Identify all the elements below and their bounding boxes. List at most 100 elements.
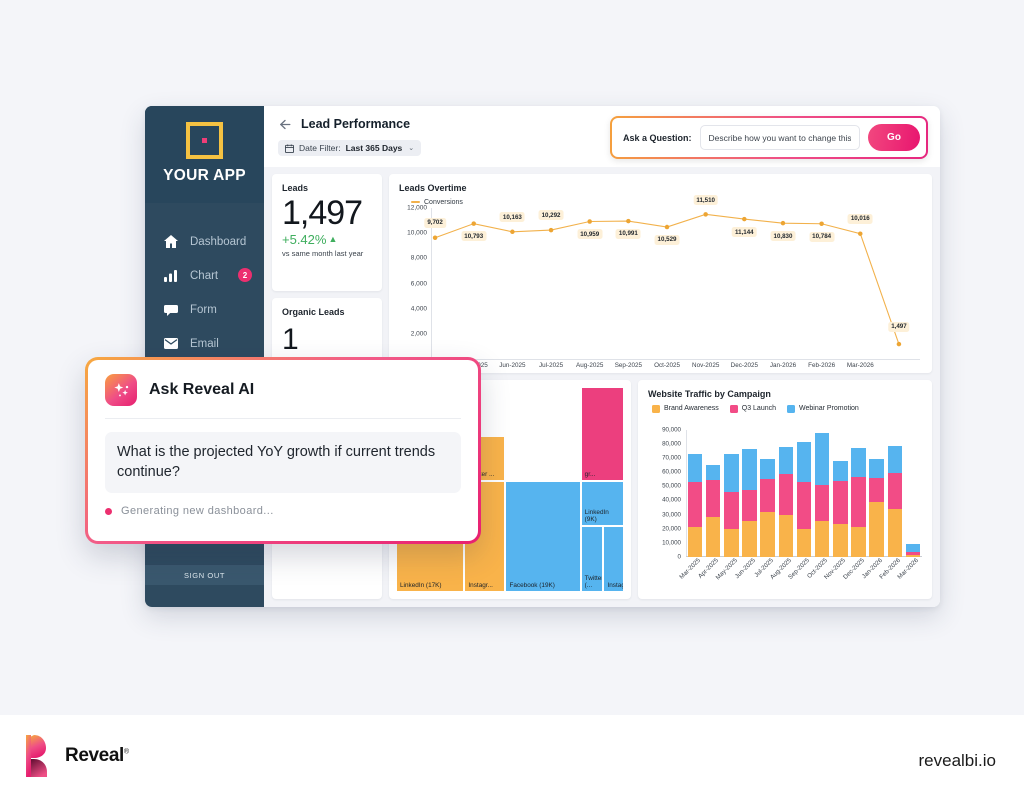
bar-column[interactable] xyxy=(869,459,884,557)
sidebar-item-label: Form xyxy=(190,303,217,316)
line-x-tick: Jun-2025 xyxy=(499,361,526,369)
main-area: Lead Performance Date Filter: Last 365 D… xyxy=(264,106,940,607)
envelope-icon xyxy=(163,337,178,351)
treemap-cell[interactable]: Facebook (19K) xyxy=(505,481,581,592)
bar-column[interactable] xyxy=(760,459,775,557)
line-x-tick: Mar-2026 xyxy=(846,361,874,369)
brand-block: YOUR APP xyxy=(145,106,264,203)
trademark-symbol: ® xyxy=(123,748,129,756)
sign-out-button[interactable]: SIGN OUT xyxy=(145,565,264,585)
bar-column[interactable] xyxy=(796,442,812,557)
bottom-chart-row: LinkedIn (17K) Instagr... Twitter ... Faceb… xyxy=(389,379,932,599)
ai-query-text: What is the projected YoY growth if curr… xyxy=(105,432,461,494)
ask-a-question-input[interactable] xyxy=(699,125,860,150)
bar-column[interactable] xyxy=(833,460,848,557)
line-point-label: 10,959 xyxy=(577,229,603,240)
title-row: Lead Performance xyxy=(278,117,926,131)
legend-swatch xyxy=(787,404,795,413)
bar-x-tick-labels: Mar-2025 Apr-2025 May-2025 Jun-2025 Jul-2025… xyxy=(679,557,922,597)
line-x-tick: Aug-2025 xyxy=(576,361,604,369)
kpi-value: 1 xyxy=(282,322,299,356)
bar-segment xyxy=(687,481,703,527)
top-bar: Lead Performance Date Filter: Last 365 D… xyxy=(264,106,940,167)
bar-column[interactable] xyxy=(887,445,903,557)
footer-logo: Reveal® xyxy=(24,735,129,777)
footer-url: revealbi.io xyxy=(918,751,997,770)
kpi-title: Leads xyxy=(282,182,309,193)
treemap-cell[interactable]: Twitter ... xyxy=(464,435,506,482)
sidebar-item-form[interactable]: Form xyxy=(145,293,264,326)
bar-y-tick: 30,000 xyxy=(662,511,681,518)
line-x-tick: Dec-2025 xyxy=(730,361,758,369)
bar-segment xyxy=(778,447,794,475)
bar-column[interactable] xyxy=(905,544,921,557)
footer: Reveal® revealbi.io xyxy=(0,715,1024,801)
sidebar-item-email[interactable]: Email xyxy=(145,327,264,360)
ask-a-question-label: Ask a Question: xyxy=(623,132,692,143)
bar-column[interactable] xyxy=(742,448,757,557)
app-window: YOUR APP Dashboard Chart 2 xyxy=(145,106,940,607)
go-button[interactable]: Go xyxy=(868,124,920,151)
bar-chart-icon xyxy=(163,269,178,283)
bar-column[interactable] xyxy=(778,447,794,557)
bar-column[interactable] xyxy=(724,453,739,557)
bar-segment xyxy=(778,514,794,557)
sidebar-item-dashboard[interactable]: Dashboard xyxy=(145,225,264,258)
bar-column[interactable] xyxy=(851,447,866,557)
bar-segment xyxy=(724,453,739,492)
status-badge: 2 xyxy=(238,268,252,282)
bar-segment xyxy=(742,448,757,491)
bar-column[interactable] xyxy=(687,454,703,557)
bar-chart-legend: Brand Awareness Q3 Launch Webinar Promotio… xyxy=(638,399,932,413)
kpi-value: 1,497 xyxy=(282,193,363,232)
line-point-label: 11,144 xyxy=(732,227,757,238)
line-chart-plot: 2,000 4,000 6,000 8,000 10,000 12,000 9,702 10… xyxy=(397,195,924,369)
treemap-cell[interactable]: gr... xyxy=(580,386,624,482)
form-icon xyxy=(163,303,178,317)
back-arrow-icon[interactable] xyxy=(278,118,291,131)
line-point-label: 10,163 xyxy=(499,212,525,223)
line-point-label: 11,510 xyxy=(693,195,718,206)
bar-segment xyxy=(760,479,775,513)
bar-y-tick: 70,000 xyxy=(662,454,681,462)
line-point-label: 1,497 xyxy=(888,321,910,332)
bar-segment xyxy=(705,464,721,480)
bar-segment xyxy=(905,544,921,553)
sparkle-icon xyxy=(105,374,137,406)
legend-label: Conversions xyxy=(424,198,463,206)
bar-column[interactable] xyxy=(814,433,830,557)
legend-item[interactable]: Q3 Launch xyxy=(729,404,776,413)
ai-status-row: Generating new dashboard... xyxy=(105,505,461,517)
date-filter-dropdown[interactable]: Date Filter: Last 365 Days ⌄ xyxy=(278,140,422,156)
chevron-down-icon: ⌄ xyxy=(408,145,415,152)
bar-segment xyxy=(724,529,739,557)
ai-status-text: Generating new dashboard... xyxy=(121,505,274,518)
brand-name: YOUR APP xyxy=(163,167,246,184)
sign-out-wrap: SIGN OUT xyxy=(145,565,264,607)
date-filter-label: Date Filter: xyxy=(299,143,341,153)
legend-swatch xyxy=(411,201,420,203)
line-y-tick: 10,000 xyxy=(407,229,427,237)
calendar-icon xyxy=(285,143,294,153)
bar-y-tick: 60,000 xyxy=(662,468,681,476)
bar-chart-plot: 0 10,000 20,000 30,000 40,000 50,000 60,000 70,… xyxy=(662,426,922,561)
line-y-tick: 6,000 xyxy=(410,280,427,287)
bar-segment xyxy=(833,460,848,481)
bar-segment xyxy=(742,490,757,521)
bar-segment xyxy=(760,459,775,480)
treemap-cell[interactable]: LinkedIn (9K) xyxy=(580,481,624,527)
treemap-cell[interactable]: Instagr... xyxy=(603,526,624,592)
sidebar-item-chart[interactable]: Chart 2 xyxy=(145,259,264,292)
legend-item[interactable]: Brand Awareness xyxy=(652,404,719,413)
treemap-cell[interactable]: Instagr... xyxy=(464,481,506,592)
bar-column[interactable] xyxy=(705,464,721,557)
reveal-logo-icon xyxy=(24,735,58,777)
legend-label: Q3 Launch xyxy=(741,405,776,412)
treemap-cell[interactable]: Twitter (... xyxy=(580,526,604,592)
line-point-label: 10,292 xyxy=(538,210,564,221)
line-point-label: 10,016 xyxy=(847,213,873,224)
treemap-card: LinkedIn (17K) Instagr... Twitter ... Faceb… xyxy=(389,379,631,599)
bar-segment xyxy=(833,480,848,524)
legend-item[interactable]: Webinar Promotion xyxy=(787,404,859,413)
bar-segment xyxy=(705,516,721,557)
